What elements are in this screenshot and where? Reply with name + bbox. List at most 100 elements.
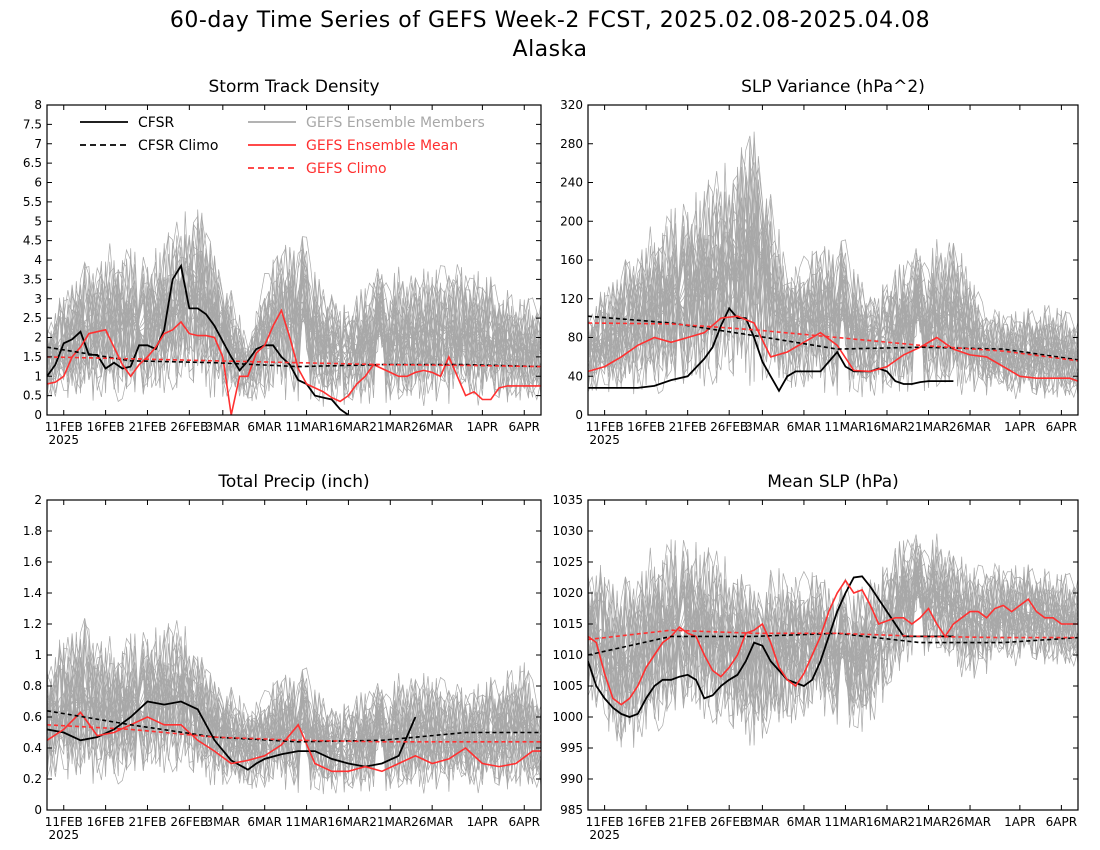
- slp-variance-ensemble-members: [588, 131, 1078, 400]
- slp-variance-ytick-label: 80: [568, 331, 583, 345]
- mean-slp-xtick-label: 1APR: [1004, 815, 1035, 829]
- mean-slp-series-gefs-climo: [588, 629, 1078, 641]
- mean-slp-series-cfsr: [588, 575, 954, 718]
- mean-slp-xtick-label: 21MAR: [907, 815, 949, 829]
- slp-variance-year-label: 2025: [589, 433, 620, 447]
- storm-track-density-xtick-label: 6APR: [509, 420, 540, 434]
- mean-slp-xtick-label: 16FEB: [627, 815, 665, 829]
- mean-slp-ytick-label: 1000: [552, 710, 583, 724]
- slp-variance-xtick-label: 26FEB: [710, 420, 748, 434]
- total-precip-plot-area: [47, 618, 541, 795]
- storm-track-density-plot-area: [47, 209, 541, 415]
- slp-variance-xtick-label: 26MAR: [949, 420, 991, 434]
- storm-track-density-year-label: 2025: [48, 433, 79, 447]
- slp-variance-member-line: [588, 138, 1078, 394]
- storm-track-density-member-line: [47, 242, 541, 403]
- mean-slp-xtick-label: 16MAR: [866, 815, 908, 829]
- mean-slp-member-line: [588, 554, 1078, 719]
- storm-track-density-series-gefs-ensemble-mean: [47, 308, 541, 415]
- mean-slp-ytick-label: 985: [560, 803, 583, 817]
- total-precip-ytick-label: 1.2: [23, 617, 42, 631]
- storm-track-density-xtick-label: 11FEB: [45, 420, 83, 434]
- storm-track-density-member-line: [47, 223, 541, 404]
- mean-slp-member-line: [588, 541, 1078, 739]
- slp-variance-member-line: [588, 162, 1078, 398]
- mean-slp-series-cfsr-climo: [588, 632, 1078, 656]
- legend-label-ens-mean: GEFS Ensemble Mean: [306, 138, 458, 154]
- total-precip-ytick-label: 0.2: [23, 772, 42, 786]
- storm-track-density-xtick-label: 16MAR: [327, 420, 369, 434]
- storm-track-density-xtick-label: 1APR: [467, 420, 498, 434]
- total-precip-xtick-label: 21MAR: [369, 815, 411, 829]
- slp-variance-ytick-label: 320: [560, 98, 583, 112]
- slp-variance-ytick-label: 240: [560, 176, 583, 190]
- storm-track-density-ytick-label: 7: [34, 137, 42, 151]
- storm-track-density-ytick-label: 6.5: [23, 156, 42, 170]
- mean-slp-ytick-label: 1025: [552, 555, 583, 569]
- storm-track-density-member-line: [47, 227, 541, 390]
- total-precip-ytick-label: 0.4: [23, 741, 42, 755]
- storm-track-density-xtick-label: 21MAR: [369, 420, 411, 434]
- mean-slp-xtick-label: 26MAR: [949, 815, 991, 829]
- storm-track-density-xtick-label: 11MAR: [285, 420, 327, 434]
- slp-variance-series-cfsr: [588, 306, 954, 393]
- storm-track-density-xtick-label: 6MAR: [247, 420, 282, 434]
- slp-variance-xtick-label: 6MAR: [787, 420, 822, 434]
- legend-label-cfsr: CFSR: [138, 115, 174, 131]
- total-precip-ytick-label: 0.8: [23, 679, 42, 693]
- storm-track-density-member-line: [47, 255, 541, 404]
- legend-label-gefs-climo: GEFS Climo: [306, 161, 387, 177]
- storm-track-density-ytick-label: 4.5: [23, 234, 42, 248]
- storm-track-density-xtick-label: 21FEB: [128, 420, 166, 434]
- total-precip-ytick-label: 1: [34, 648, 42, 662]
- storm-track-density-ytick-label: 8: [34, 98, 42, 112]
- slp-variance-xtick-label: 6APR: [1046, 420, 1077, 434]
- mean-slp-ytick-label: 1010: [552, 648, 583, 662]
- mean-slp-xtick-label: 11MAR: [824, 815, 866, 829]
- mean-slp-ytick-label: 1015: [552, 617, 583, 631]
- total-precip-xtick-label: 6APR: [509, 815, 540, 829]
- mean-slp-ytick-label: 995: [560, 741, 583, 755]
- storm-track-density-xtick-label: 26MAR: [411, 420, 453, 434]
- mean-slp-ytick-label: 990: [560, 772, 583, 786]
- storm-track-density-ytick-label: 7.5: [23, 117, 42, 131]
- storm-track-density-ytick-label: 1.5: [23, 350, 42, 364]
- slp-variance-plot-area: [588, 131, 1078, 400]
- total-precip-xtick-label: 26FEB: [170, 815, 208, 829]
- total-precip-ytick-label: 0.6: [23, 710, 42, 724]
- total-precip-xtick-label: 16MAR: [327, 815, 369, 829]
- mean-slp-member-line: [588, 554, 1078, 748]
- total-precip-xtick-label: 1APR: [467, 815, 498, 829]
- mean-slp-ytick-label: 1005: [552, 679, 583, 693]
- slp-variance-series-gefs-climo: [588, 322, 1078, 362]
- legend-label-cfsr-climo: CFSR Climo: [138, 138, 218, 154]
- total-precip-series-cfsr: [47, 700, 417, 771]
- slp-variance-series-gefs-ensemble-mean: [588, 315, 1078, 382]
- storm-track-density-ytick-label: 3: [34, 292, 42, 306]
- storm-track-density-xtick-label: 26FEB: [170, 420, 208, 434]
- slp-variance-ytick-label: 160: [560, 253, 583, 267]
- storm-track-density-series-cfsr-climo: [47, 346, 541, 368]
- storm-track-density-title: Storm Track Density: [208, 77, 379, 97]
- total-precip-ensemble-members: [47, 618, 541, 795]
- mean-slp-xtick-label: 6MAR: [787, 815, 822, 829]
- storm-track-density-xtick-label: 3MAR: [206, 420, 241, 434]
- mean-slp-ytick-label: 1035: [552, 493, 583, 507]
- storm-track-density-panel: 0 0.5 1 1.5 2 2.5 3 3.5 4 4.5 5 5.5 6 6.5 7 7.5 8 11FEB 16…: [23, 77, 542, 447]
- slp-variance-title: SLP Variance (hPa^2): [741, 77, 925, 97]
- storm-track-density-xtick-label: 16FEB: [87, 420, 125, 434]
- total-precip-ytick-label: 1.4: [23, 586, 42, 600]
- legend-label-members: GEFS Ensemble Members: [306, 115, 485, 131]
- storm-track-density-ytick-label: 5.5: [23, 195, 42, 209]
- total-precip-member-line: [47, 626, 541, 795]
- total-precip-year-label: 2025: [48, 828, 79, 842]
- figure-title-region: Alaska: [512, 37, 588, 62]
- total-precip-member-line: [47, 628, 541, 792]
- slp-variance-xtick-label: 1APR: [1004, 420, 1035, 434]
- total-precip-panel: 0 0.2 0.4 0.6 0.8 1 1.2 1.4 1.6 1.8 2 11FEB 16FEB 21F…: [23, 472, 542, 842]
- mean-slp-year-label: 2025: [589, 828, 620, 842]
- slp-variance-xtick-label: 11FEB: [586, 420, 624, 434]
- total-precip-xtick-label: 11FEB: [45, 815, 83, 829]
- mean-slp-xtick-label: 21FEB: [669, 815, 707, 829]
